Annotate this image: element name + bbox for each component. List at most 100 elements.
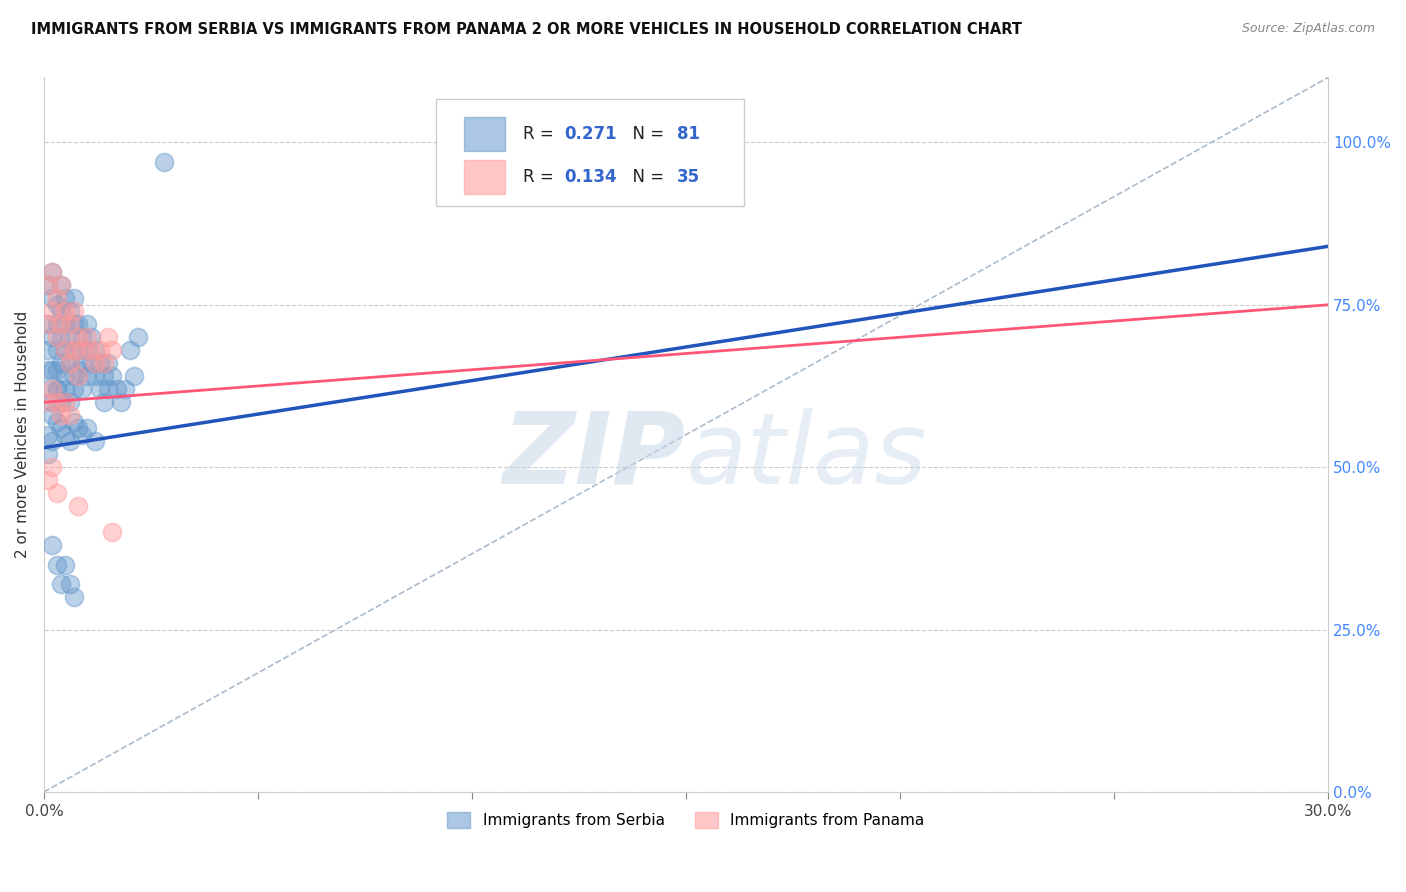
Point xyxy=(49,408,72,422)
Point xyxy=(49,421,72,435)
Point xyxy=(63,343,86,358)
Point xyxy=(45,363,67,377)
Text: N =: N = xyxy=(621,125,669,144)
Text: N =: N = xyxy=(621,168,669,186)
Point xyxy=(122,369,145,384)
Point xyxy=(41,382,63,396)
Point xyxy=(89,343,111,358)
Point xyxy=(53,382,76,396)
Point xyxy=(45,415,67,429)
Point xyxy=(84,356,107,370)
Point xyxy=(76,343,98,358)
Point xyxy=(89,356,111,370)
Point xyxy=(41,265,63,279)
Point xyxy=(76,318,98,332)
Point xyxy=(41,538,63,552)
Point xyxy=(63,382,86,396)
Point xyxy=(63,291,86,305)
Point xyxy=(45,382,67,396)
Point xyxy=(127,330,149,344)
Point xyxy=(53,395,76,409)
Point xyxy=(97,356,120,370)
Point xyxy=(58,356,80,370)
Text: IMMIGRANTS FROM SERBIA VS IMMIGRANTS FROM PANAMA 2 OR MORE VEHICLES IN HOUSEHOLD: IMMIGRANTS FROM SERBIA VS IMMIGRANTS FRO… xyxy=(31,22,1022,37)
Point xyxy=(72,343,94,358)
Point xyxy=(76,330,98,344)
FancyBboxPatch shape xyxy=(436,99,744,206)
Point xyxy=(53,558,76,572)
Point xyxy=(41,291,63,305)
Point xyxy=(37,447,59,461)
Text: 0.134: 0.134 xyxy=(564,168,617,186)
Point xyxy=(37,382,59,396)
Point xyxy=(45,558,67,572)
Point xyxy=(49,278,72,293)
Point xyxy=(84,343,107,358)
Point xyxy=(41,395,63,409)
Bar xyxy=(464,160,505,194)
Point xyxy=(118,343,141,358)
Point xyxy=(41,363,63,377)
Point xyxy=(63,343,86,358)
Point xyxy=(76,369,98,384)
Point xyxy=(67,499,90,513)
Point xyxy=(101,343,124,358)
Point xyxy=(97,330,120,344)
Text: 35: 35 xyxy=(678,168,700,186)
Point xyxy=(80,343,103,358)
Point xyxy=(63,415,86,429)
Point xyxy=(41,265,63,279)
Point xyxy=(49,278,72,293)
Point xyxy=(37,278,59,293)
Point xyxy=(97,382,120,396)
Point xyxy=(72,382,94,396)
Point xyxy=(53,343,76,358)
Y-axis label: 2 or more Vehicles in Household: 2 or more Vehicles in Household xyxy=(15,311,30,558)
Point xyxy=(58,318,80,332)
Point xyxy=(37,363,59,377)
Point xyxy=(45,343,67,358)
Point xyxy=(63,590,86,604)
Point xyxy=(101,369,124,384)
Point xyxy=(80,330,103,344)
Point xyxy=(45,291,67,305)
Point xyxy=(93,369,115,384)
Point xyxy=(80,356,103,370)
Point xyxy=(37,343,59,358)
Text: ZIP: ZIP xyxy=(503,408,686,505)
Point xyxy=(93,395,115,409)
Point xyxy=(53,427,76,442)
Point xyxy=(41,304,63,318)
Point xyxy=(101,525,124,540)
Point xyxy=(37,427,59,442)
Point xyxy=(110,395,132,409)
Point xyxy=(41,330,63,344)
Point xyxy=(45,382,67,396)
Point xyxy=(72,330,94,344)
Point xyxy=(58,577,80,591)
Point xyxy=(53,291,76,305)
Point xyxy=(49,356,72,370)
Point xyxy=(58,330,80,344)
Point xyxy=(49,330,72,344)
Point xyxy=(37,318,59,332)
Point xyxy=(45,330,67,344)
Legend: Immigrants from Serbia, Immigrants from Panama: Immigrants from Serbia, Immigrants from … xyxy=(441,806,931,834)
Point xyxy=(58,304,80,318)
Point xyxy=(67,369,90,384)
Text: Source: ZipAtlas.com: Source: ZipAtlas.com xyxy=(1241,22,1375,36)
Point xyxy=(45,486,67,500)
Point xyxy=(58,356,80,370)
Point xyxy=(84,434,107,449)
Point xyxy=(37,473,59,487)
Text: R =: R = xyxy=(523,168,560,186)
Point xyxy=(37,395,59,409)
Point xyxy=(67,363,90,377)
Point xyxy=(53,369,76,384)
Point xyxy=(45,318,67,332)
Point xyxy=(58,395,80,409)
Point xyxy=(53,304,76,318)
Point xyxy=(41,434,63,449)
Point xyxy=(41,408,63,422)
Point xyxy=(41,460,63,475)
